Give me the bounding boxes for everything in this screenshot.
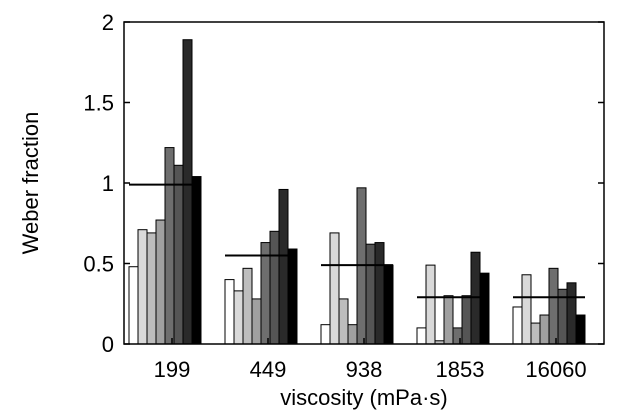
bar-199-2	[137, 229, 148, 345]
y-tick-label-2: 2	[102, 10, 114, 35]
bar-449-3	[242, 267, 253, 345]
bar-449-1	[224, 279, 235, 345]
bar-449-6	[269, 230, 280, 345]
bar-199-7	[182, 39, 193, 345]
bar-199-4	[155, 219, 166, 345]
y-tick-label-0: 0	[102, 332, 114, 357]
x-tick-label-16060: 16060	[525, 357, 586, 382]
bar-16060-3	[530, 322, 541, 345]
bar-199-6	[173, 164, 184, 345]
bar-449-2	[233, 290, 244, 345]
bar-938-7	[374, 242, 385, 345]
bar-1853-8	[479, 272, 490, 345]
x-axis-label: viscosity (mPa·s)	[280, 385, 447, 410]
x-tick-label-1853: 1853	[436, 357, 485, 382]
y-tick-label-1.5: 1.5	[83, 91, 114, 116]
bar-938-6	[365, 243, 376, 345]
bar-16060-8	[575, 314, 586, 345]
bar-16060-1	[512, 306, 523, 345]
x-tick-label-449: 449	[250, 357, 287, 382]
bar-938-1	[320, 324, 331, 345]
bar-1853-1	[416, 327, 427, 345]
y-axis-label: Weber fraction	[18, 112, 43, 255]
bar-199-3	[146, 232, 157, 345]
bar-16060-7	[566, 282, 577, 345]
bar-938-3	[338, 298, 349, 345]
bar-1853-2	[425, 264, 436, 345]
bar-449-7	[278, 188, 289, 345]
bars-layer	[128, 39, 586, 345]
x-axis: 199 449 938 1853 16060	[154, 338, 587, 382]
bar-199-8	[191, 176, 202, 345]
bar-16060-2	[521, 274, 532, 345]
bar-938-4	[347, 324, 358, 345]
x-tick-label-199: 199	[154, 357, 191, 382]
bar-16060-4	[539, 314, 550, 345]
y-tick-label-0.5: 0.5	[83, 252, 114, 277]
y-axis: 0 0.5 1 1.5 2	[83, 10, 604, 357]
mean-lines-layer	[129, 183, 585, 299]
bar-449-4	[251, 298, 262, 345]
bar-16060-5	[548, 267, 559, 345]
x-tick-label-938: 938	[346, 357, 383, 382]
bar-938-2	[329, 232, 340, 345]
bar-199-1	[128, 266, 139, 345]
bar-449-5	[260, 242, 271, 345]
bar-938-8	[383, 264, 394, 345]
bar-449-8	[287, 248, 298, 345]
bar-1853-6	[461, 295, 472, 345]
y-tick-label-1: 1	[102, 171, 114, 196]
bar-199-5	[164, 147, 175, 345]
bar-1853-4	[443, 295, 454, 345]
